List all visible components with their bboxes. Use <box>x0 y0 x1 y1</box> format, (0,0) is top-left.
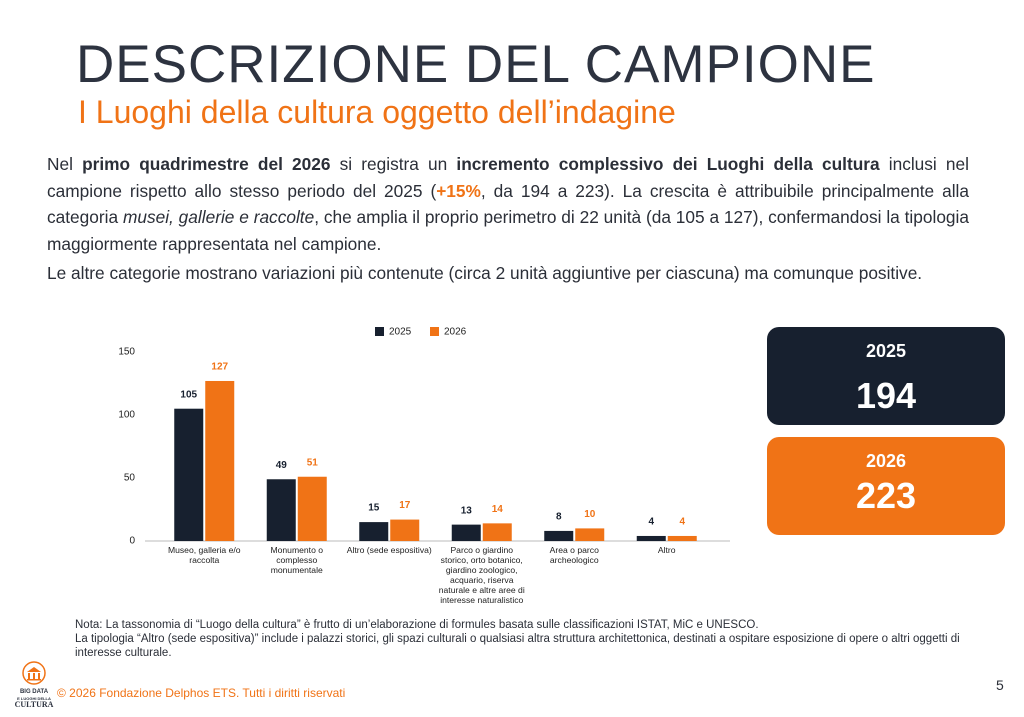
kpi-card: 2025 194 <box>767 327 1005 425</box>
title: DESCRIZIONE DEL CAMPIONE <box>76 35 876 94</box>
text-run: si registra un <box>330 154 457 174</box>
data-label: 49 <box>276 460 288 471</box>
subtitle: I Luoghi della cultura oggetto dell’inda… <box>78 94 676 130</box>
legend-label: 2026 <box>444 327 467 338</box>
x-tick-label: Monumento o complesso monumentale <box>270 545 324 575</box>
text-run: +15% <box>436 180 481 201</box>
x-tick-label: Altro <box>657 545 676 555</box>
data-label: 127 <box>211 362 228 373</box>
kpi-card: 2026 223 <box>767 437 1005 535</box>
kpi-year: 2026 <box>865 451 907 471</box>
bar <box>297 476 327 541</box>
kpi-year: 2025 <box>865 341 907 361</box>
x-tick-label: Museo, galleria e/o raccolta <box>167 545 241 565</box>
logo-text: CULTURA <box>14 700 54 709</box>
legend-swatch <box>375 327 384 336</box>
data-label: 17 <box>399 500 411 511</box>
legend-swatch <box>430 327 439 336</box>
bar <box>667 535 697 541</box>
text-run: , che amplia il proprio perimetro di 22 … <box>47 207 969 254</box>
bar <box>451 524 481 541</box>
logo-icon <box>22 661 46 685</box>
x-tick-label-box: Altro <box>657 545 676 555</box>
x-tick-label-box: Altro (sede espositiva) <box>346 545 432 555</box>
data-label: 51 <box>307 457 319 468</box>
bar <box>390 519 420 541</box>
data-label: 4 <box>679 517 685 528</box>
logo-text: BIG DATA <box>19 689 49 695</box>
paragraph: Nel primo quadrimestre del 2026 si regis… <box>47 151 969 257</box>
bar <box>482 523 512 541</box>
legend-label: 2025 <box>389 327 412 338</box>
logo: BIG DATA E LUOGHI DELLA CULTURA <box>12 660 56 709</box>
x-tick-label-box: Monumento o complesso monumentale <box>270 545 324 575</box>
y-tick-label: 100 <box>118 410 135 421</box>
bar <box>636 535 666 541</box>
text-run: Nel <box>47 154 83 174</box>
bar <box>575 528 605 541</box>
data-label: 13 <box>461 505 473 516</box>
text-run: musei, gallerie e raccolte <box>122 207 315 227</box>
bar <box>544 530 574 541</box>
bar <box>174 408 204 541</box>
data-label: 8 <box>556 512 562 523</box>
x-tick-label-box: Museo, galleria e/o raccolta <box>167 545 241 565</box>
page-number: 5 <box>996 677 1004 693</box>
note: Nota: La tassonomia di “Luogo della cult… <box>75 619 759 631</box>
paragraph: Le altre categorie mostrano variazioni p… <box>47 263 923 283</box>
data-label: 10 <box>584 509 596 520</box>
x-tick-label: Area o parco archeologico <box>549 545 599 565</box>
copyright: © 2026 Fondazione Delphos ETS. Tutti i d… <box>57 686 346 700</box>
bar <box>359 522 389 541</box>
y-tick-label: 150 <box>118 347 135 358</box>
y-tick-label: 0 <box>129 536 135 547</box>
x-tick-label-box: Area o parco archeologico <box>549 545 599 565</box>
data-label: 14 <box>492 504 504 515</box>
bar <box>266 479 296 541</box>
text-run: inclusi nel campione rispetto allo stess… <box>47 154 969 201</box>
x-tick-label: Altro (sede espositiva) <box>346 545 432 555</box>
data-label: 105 <box>180 389 197 400</box>
data-label: 4 <box>648 517 654 528</box>
notes: Nota: La tassonomia di “Luogo della cult… <box>75 618 995 660</box>
x-tick-label: Parco o giardino storico, orto botanico,… <box>438 545 525 605</box>
note: La tipologia “Altro (sede espositiva)” i… <box>75 633 960 659</box>
kpi-value: 223 <box>855 475 917 516</box>
bar <box>205 380 235 541</box>
text-run: incremento complessivo dei Luoghi della … <box>456 154 880 174</box>
x-tick-label-box: Parco o giardino storico, orto botanico,… <box>438 545 525 605</box>
text-run: primo quadrimestre del 2026 <box>82 154 331 174</box>
y-tick-label: 50 <box>124 473 136 484</box>
chart: 2025 2026 0 50 100 150 Museo, galleria e/o rac… <box>118 327 730 605</box>
logo-text: E LUOGHI DELLA <box>17 696 51 701</box>
data-label: 15 <box>368 503 380 514</box>
text-run: , da 194 a 223). La crescita è attribuib… <box>47 180 969 228</box>
kpi-value: 194 <box>855 375 917 416</box>
